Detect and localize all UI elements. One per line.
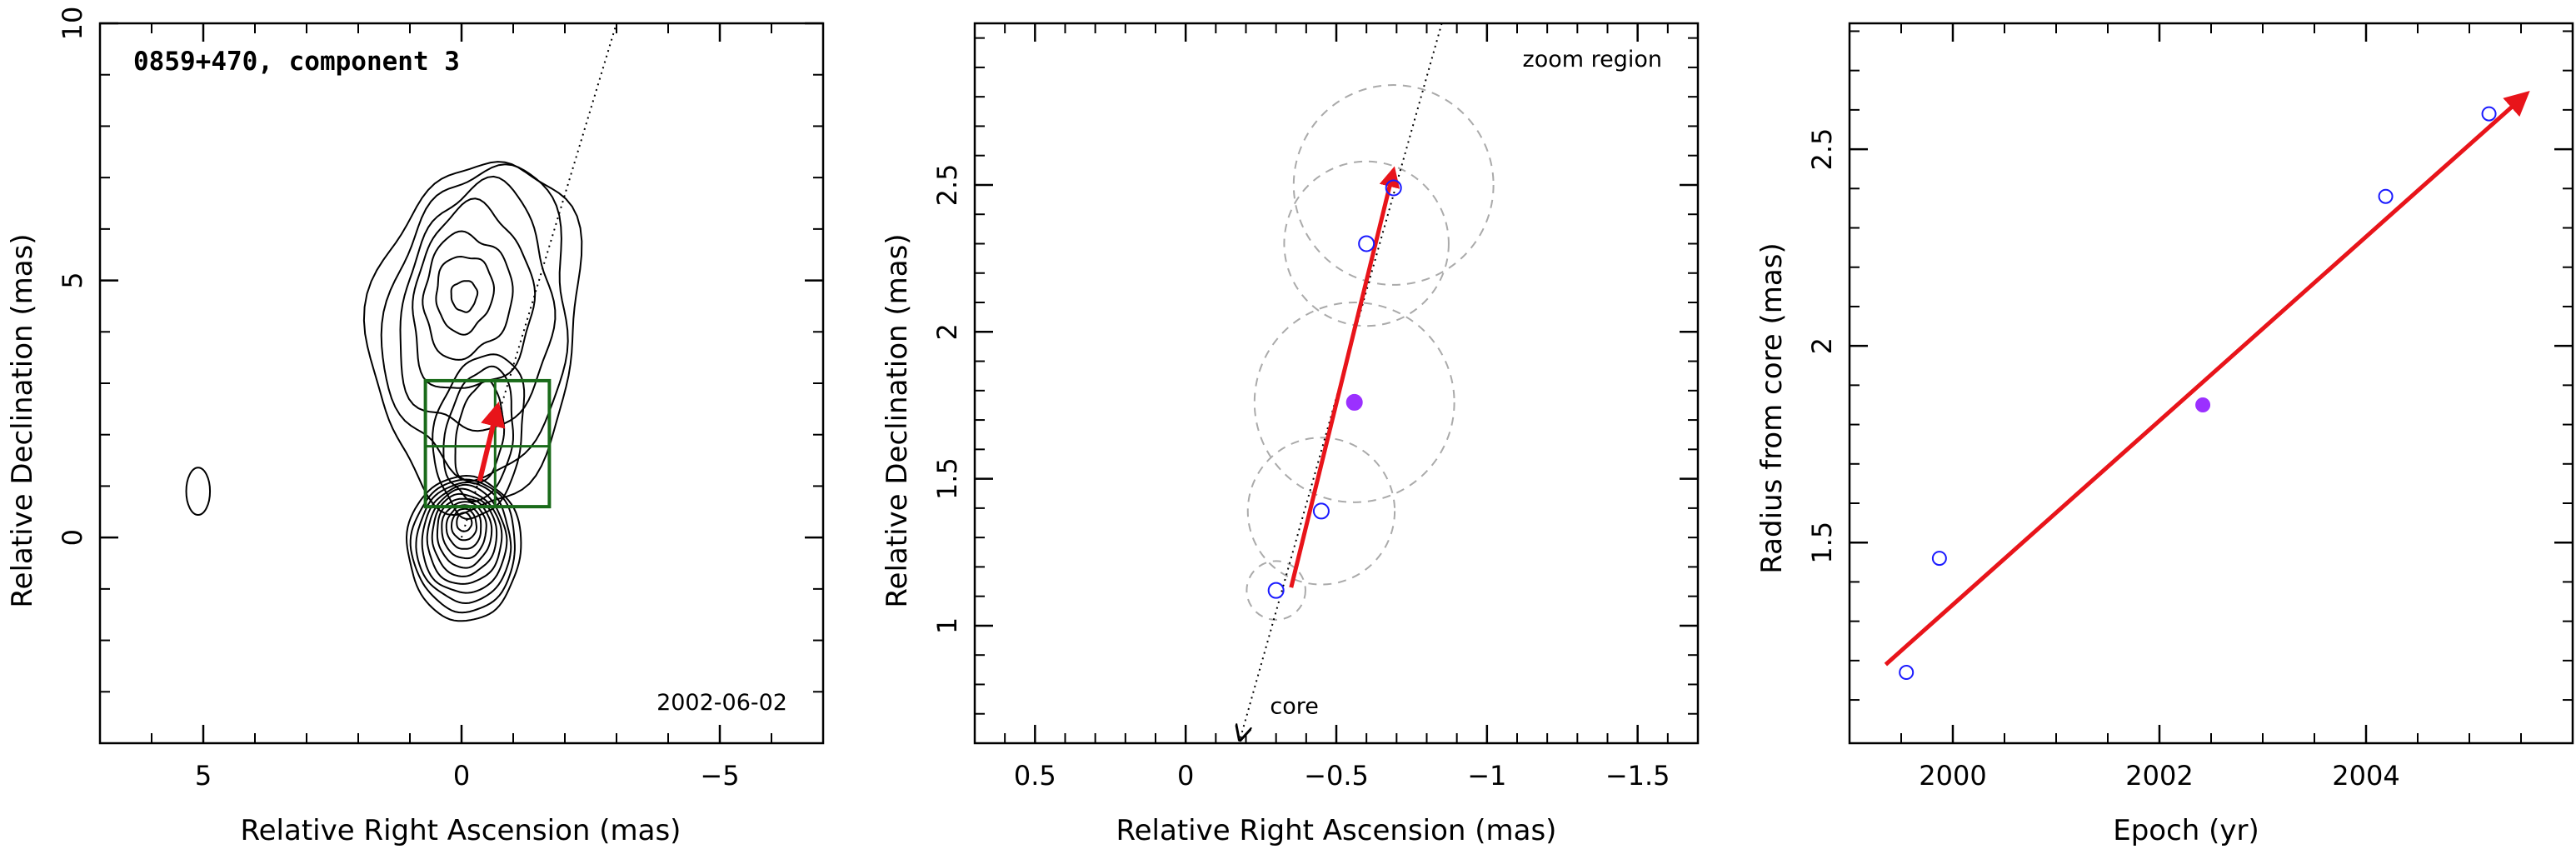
panel2-ytick-label: 2.5 [931, 164, 963, 207]
zoom-region-outline [423, 378, 552, 509]
panel2-xtick-label: −0.5 [1304, 760, 1369, 792]
ridge-line [461, 22, 617, 538]
panel1-title: 0859+470, component 3 [133, 47, 460, 77]
core-label: core [1270, 694, 1318, 720]
panel2-xtick-label: −1 [1467, 760, 1506, 792]
error-circle [1246, 437, 1396, 586]
panel-radius-vs-epoch: Epoch (yr) Radius from core (mas) 2000 20… [1755, 22, 2574, 847]
panel1-ytick-label: 0 [57, 529, 88, 546]
panel1-xtick-label: −5 [700, 760, 739, 792]
panel2-xtick-label: 0 [1177, 760, 1194, 792]
motion-arrow [477, 401, 506, 482]
panel3-ylabel: Radius from core (mas) [1755, 242, 1789, 573]
panel-contour-map: 0859+470, component 3 2002-06-02 Relativ… [6, 7, 825, 847]
core-contour [431, 492, 498, 577]
panel3-xtick-label: 2002 [2125, 760, 2193, 792]
open-point [1267, 582, 1285, 599]
jet-contour [412, 197, 537, 389]
panel-zoom-region: zoom region Relative Right Ascension (ma… [881, 22, 1700, 847]
panel2-ytick-label: 1 [931, 617, 963, 634]
jet-contour [362, 161, 583, 517]
error-circle [1253, 302, 1455, 503]
panel3-frame [1848, 22, 2574, 745]
core-contour [415, 482, 512, 605]
jet-contour [422, 230, 514, 361]
component-positions [1267, 179, 1402, 599]
open-point [2378, 188, 2394, 204]
error-circle [1283, 160, 1450, 327]
panel3-ytick-label: 1.5 [1806, 522, 1838, 564]
panel2-ticks: 0.5 0 −0.5 −1 −1.5 1 1.5 2 2.5 [931, 23, 1698, 792]
panel1-ytick-label: 10 [57, 7, 88, 41]
jet-contours [362, 161, 583, 622]
core-contour [405, 474, 522, 622]
motion-arrow-zoom [1289, 166, 1400, 588]
radius-points [1899, 106, 2497, 681]
open-point [1385, 179, 1402, 197]
open-point [1312, 502, 1330, 520]
panel3-xlabel: Epoch (yr) [2113, 814, 2259, 847]
filled-point [1345, 393, 1363, 411]
panel1-ytick-label: 5 [57, 272, 88, 288]
core-contour [409, 478, 516, 614]
panel2-ytick-label: 2 [931, 323, 963, 340]
panel2-xtick-label: −1.5 [1605, 760, 1670, 792]
jet-contour [435, 255, 496, 336]
ridge-line-core [1240, 22, 1443, 740]
open-point [1899, 665, 1915, 681]
core-contour [445, 504, 482, 550]
filled-point [2195, 397, 2211, 412]
panel3-ticks: 2000 2002 2004 1.5 2 2.5 [1806, 23, 2573, 792]
panel2-xtick-label: 0.5 [1014, 760, 1056, 792]
core-contour [456, 512, 473, 532]
panel1-date-label: 2002-06-02 [656, 690, 787, 716]
panel2-ylabel: Relative Declination (mas) [881, 233, 914, 607]
panel3-ytick-label: 2 [1806, 337, 1838, 354]
panel1-xtick-label: 0 [453, 760, 470, 792]
core-contour [421, 483, 508, 594]
jet-contour [380, 163, 569, 482]
panel1-frame [98, 22, 825, 745]
jet-contour [399, 175, 557, 432]
jet-contour [454, 379, 506, 485]
panel1-xtick-label: 5 [195, 760, 212, 792]
core-contour [441, 501, 487, 560]
panel2-ytick-label: 1.5 [931, 457, 963, 500]
core-contour [426, 487, 503, 585]
error-circle [1292, 84, 1495, 286]
open-point [1358, 235, 1375, 252]
beam-ellipse [185, 467, 212, 516]
panel3-xtick-label: 2004 [2332, 760, 2399, 792]
core-contour [436, 497, 493, 569]
panel1-ticks: 5 0 −5 0 5 10 [57, 7, 823, 792]
error-circle [1246, 560, 1306, 621]
panel1-ylabel: Relative Declination (mas) [6, 233, 39, 607]
error-circles [1246, 84, 1495, 621]
jet-contour [450, 280, 479, 313]
panel2-title: zoom region [1523, 47, 1662, 72]
panel2-frame [973, 22, 1700, 745]
panel2-xlabel: Relative Right Ascension (mas) [1116, 814, 1557, 847]
open-point [2481, 106, 2497, 122]
panel3-ytick-label: 2.5 [1806, 128, 1838, 171]
open-point [1931, 551, 1947, 567]
linear-fit-arrow [1884, 90, 2530, 667]
panel1-xlabel: Relative Right Ascension (mas) [241, 814, 681, 847]
panel3-xtick-label: 2000 [1919, 760, 1986, 792]
core-contour [451, 507, 477, 542]
